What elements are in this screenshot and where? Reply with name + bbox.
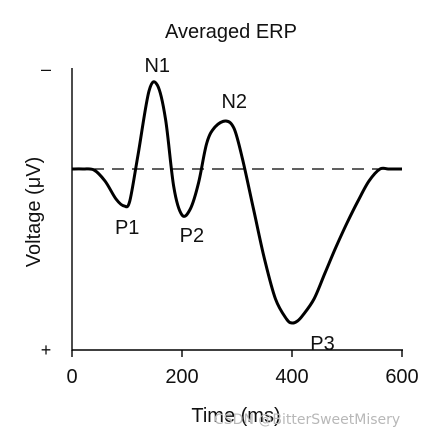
watermark-text: CSDN @BitterSweetMisery	[214, 412, 401, 428]
x-tick-label: 0	[66, 366, 77, 388]
peak-label-p1: P1	[115, 217, 139, 239]
peak-label-n2: N2	[221, 91, 247, 113]
peak-label-p2: P2	[180, 225, 204, 247]
x-tick-label: 200	[165, 366, 198, 388]
peak-label-p3: P3	[310, 333, 334, 355]
erp-waveform-line	[71, 80, 402, 325]
x-tick-label: 400	[275, 366, 308, 388]
chart-title: Averaged ERP	[165, 21, 297, 43]
y-axis-label: Voltage (μV)	[23, 157, 45, 267]
x-tick-label: 600	[385, 366, 418, 388]
y-bottom-end-label: +	[41, 340, 52, 360]
x-axis-label: Time (ms)	[191, 405, 280, 427]
peak-labels: P1 N1 P2 N2 P3	[115, 55, 335, 355]
y-top-end-label: –	[41, 59, 51, 79]
peak-label-n1: N1	[144, 55, 170, 77]
x-tick-labels: 0 200 400 600	[66, 366, 418, 388]
axes	[71, 68, 403, 357]
